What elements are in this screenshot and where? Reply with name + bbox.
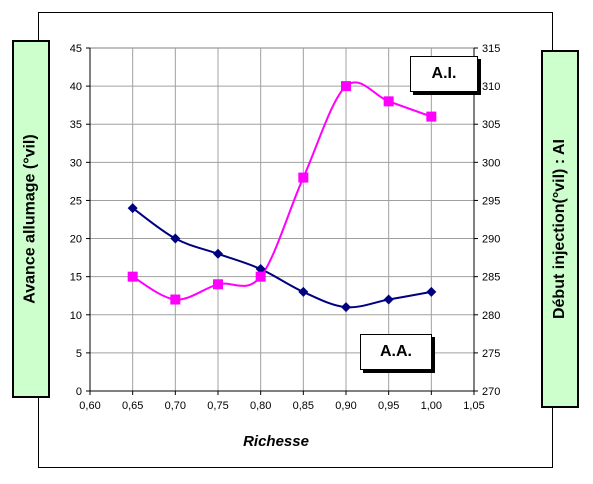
- data-point-aa: [383, 294, 394, 305]
- data-point-ai: [170, 294, 181, 305]
- x-tick-label: 0,60: [79, 400, 100, 412]
- series-tag-ai: A.I.: [410, 56, 478, 92]
- x-tick-label: 1,00: [421, 400, 442, 412]
- y-left-tick-label: 15: [70, 272, 82, 284]
- series-tag-ai-text: A.I.: [431, 65, 457, 82]
- y-right-tick-label: 270: [482, 386, 500, 398]
- y-right-tick-label: 290: [482, 234, 500, 246]
- data-point-aa: [213, 248, 223, 259]
- x-tick-label: 1,05: [463, 400, 484, 412]
- y-right-tick-label: 310: [482, 81, 500, 93]
- y-right-tick-label: 295: [482, 195, 500, 207]
- series-line-ai: [132, 81, 432, 301]
- y-right-tick-label: 285: [482, 272, 500, 284]
- data-point-ai: [426, 111, 437, 122]
- y-right-tick-label: 275: [482, 348, 500, 360]
- y-right-tick-label: 305: [482, 119, 500, 131]
- data-point-aa: [426, 286, 437, 297]
- y-left-tick-label: 30: [70, 157, 82, 169]
- y-left-tick-label: 45: [70, 43, 82, 55]
- data-point-aa: [127, 203, 138, 214]
- data-point-ai: [127, 271, 138, 282]
- data-point-ai: [213, 279, 223, 290]
- y-left-tick-label: 10: [70, 310, 82, 322]
- series-tag-aa: A.A.: [360, 334, 432, 370]
- x-tick-label: 0,75: [207, 400, 228, 412]
- right-axis-label: Début injection(°vil) : AI: [551, 138, 568, 320]
- left-axis-label: Avance allumage (°vil): [22, 134, 40, 304]
- data-point-ai: [298, 172, 309, 183]
- x-tick-label: 0,85: [293, 400, 314, 412]
- data-point-ai: [341, 81, 351, 92]
- right-axis-label-box: Début injection(°vil) : AI: [541, 50, 579, 408]
- x-tick-label: 0,95: [378, 400, 399, 412]
- y-left-tick-label: 20: [70, 234, 82, 246]
- y-left-tick-label: 5: [76, 348, 82, 360]
- x-tick-label: 0,65: [122, 400, 143, 412]
- x-tick-label: 0,70: [165, 400, 186, 412]
- x-tick-label: 0,90: [335, 400, 356, 412]
- data-point-aa: [170, 233, 181, 244]
- y-left-tick-label: 25: [70, 195, 82, 207]
- plot-background: [89, 47, 475, 392]
- series-tag-aa-text: A.A.: [380, 343, 412, 360]
- data-point-ai: [383, 96, 394, 107]
- x-axis-label: Richesse: [243, 433, 309, 450]
- y-left-tick-label: 0: [76, 386, 82, 398]
- y-left-tick-label: 40: [70, 81, 82, 93]
- x-tick-label: 0,80: [250, 400, 271, 412]
- data-point-aa: [298, 286, 309, 297]
- y-right-tick-label: 280: [482, 310, 500, 322]
- y-left-tick-label: 35: [70, 119, 82, 131]
- data-point-ai: [255, 271, 266, 282]
- data-point-aa: [255, 264, 266, 275]
- y-right-tick-label: 315: [482, 43, 500, 55]
- left-axis-label-box: Avance allumage (°vil): [12, 40, 50, 398]
- y-right-tick-label: 300: [482, 157, 500, 169]
- data-point-aa: [341, 302, 351, 313]
